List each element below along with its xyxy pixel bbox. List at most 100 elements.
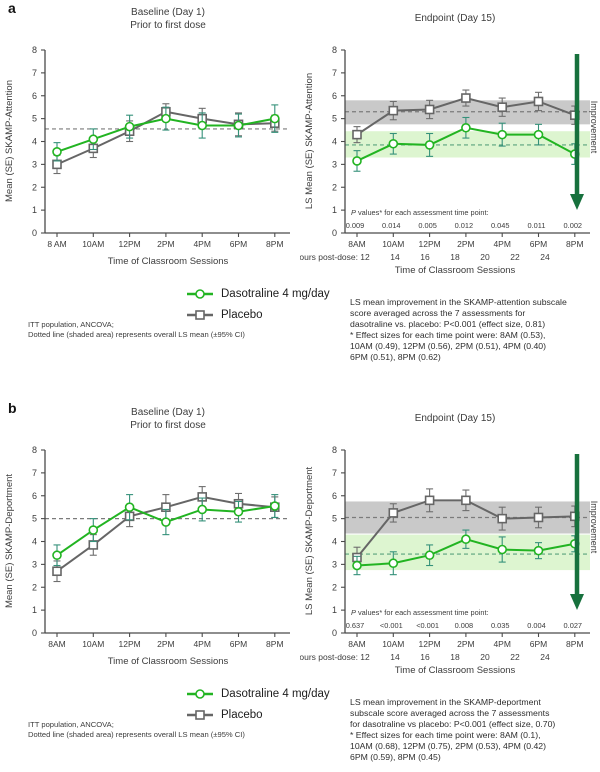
chart-title-line1: Baseline (Day 1) [131,7,205,18]
data-point-circle [52,550,62,561]
legend-item-placebo: Placebo [186,304,330,325]
data-point-circle [88,134,99,145]
svg-text:1: 1 [332,205,337,215]
svg-text:8AM: 8AM [348,239,365,249]
svg-text:2: 2 [332,182,337,192]
data-point-circle [124,121,135,132]
svg-text:8PM: 8PM [266,239,283,249]
svg-text:0.008: 0.008 [455,621,474,630]
results-annotation: LS mean improvement in the SKAMP-attenti… [350,297,567,362]
svg-text:8PM: 8PM [566,239,583,249]
data-point-square [533,512,544,523]
svg-text:2: 2 [332,582,337,592]
svg-text:3: 3 [32,559,37,569]
svg-text:0.004: 0.004 [527,621,546,630]
svg-text:8PM: 8PM [266,639,283,649]
svg-text:0.009: 0.009 [346,221,365,230]
svg-text:4: 4 [332,537,337,547]
legend-label: Placebo [221,708,263,721]
panel-label-b: b [8,400,17,416]
svg-text:8AM: 8AM [48,639,65,649]
panel-label-a: a [8,0,16,16]
svg-text:2PM: 2PM [457,239,474,249]
svg-text:6PM: 6PM [530,639,547,649]
svg-text:12: 12 [360,252,370,262]
improvement-arrowhead-icon [570,594,584,610]
svg-text:LS Mean (SE) SKAMP-Attention: LS Mean (SE) SKAMP-Attention [304,73,315,209]
svg-text:hours post-dose:: hours post-dose: [300,252,358,262]
svg-text:8: 8 [332,45,337,55]
data-point-square [352,129,362,140]
svg-text:6: 6 [332,91,337,101]
legend-item-dasotraline: Dasotraline 4 mg/day [186,283,330,304]
data-point-square [497,102,507,112]
x-axis-title: Time of Classroom Sessions [107,656,229,667]
data-point-circle [497,544,507,555]
svg-text:24: 24 [540,652,550,662]
svg-text:10AM: 10AM [382,239,404,249]
legend-label: Dasotraline 4 mg/day [221,687,330,700]
svg-text:16: 16 [420,252,430,262]
baseline-title-b: Baseline (Day 1) Prior to first dose [48,407,288,432]
svg-text:0.011: 0.011 [528,221,546,230]
svg-text:0: 0 [332,228,337,238]
data-point-circle [388,558,399,569]
svg-text:16: 16 [420,652,430,662]
svg-text:7: 7 [332,68,337,78]
svg-text:5: 5 [32,514,37,524]
footnote: ITT population, ANCOVA; Dotted line (sha… [28,320,245,339]
svg-text:0: 0 [32,228,37,238]
svg-text:6: 6 [332,491,337,501]
svg-text:8AM: 8AM [348,639,365,649]
svg-text:4PM: 4PM [193,239,210,249]
svg-text:Mean (SE) SKAMP-Deportment: Mean (SE) SKAMP-Deportment [4,474,15,608]
data-point-square [497,513,507,524]
svg-text:0.002: 0.002 [564,221,583,230]
chart-title-line1: Baseline (Day 1) [131,407,205,418]
svg-text:0.027: 0.027 [564,621,583,630]
data-point-circle [461,534,471,545]
panel-b: b Baseline (Day 1) Prior to first dose E… [0,400,600,772]
data-point-square [52,159,62,170]
endpoint-title-b: Endpoint (Day 15) [335,413,575,426]
svg-text:<0.001: <0.001 [416,621,439,630]
baseline-chart-a: 0 1 2 3 4 5 6 7 8 8 AM 10AM 12PM 2PM 4PM 6PM 8PM Mean (S… [4,45,290,249]
results-annotation: LS mean improvement in the SKAMP-deportm… [350,697,556,762]
svg-text:20: 20 [480,652,490,662]
svg-text:0.035: 0.035 [491,621,510,630]
chart-title-line1: Endpoint (Day 15) [414,413,496,424]
data-point-circle [533,129,544,140]
svg-text:4: 4 [332,137,337,147]
svg-text:P values* for each assessment: P values* for each assessment time point… [351,608,489,617]
chart-title-line1: Endpoint (Day 15) [414,13,496,24]
data-point-square [388,508,399,518]
svg-text:7: 7 [32,468,37,478]
svg-text:hours post-dose:: hours post-dose: [300,652,358,662]
svg-text:2: 2 [32,182,37,192]
svg-text:Improvement: Improvement [589,101,599,154]
data-point-circle [352,560,362,571]
svg-text:6PM: 6PM [230,239,247,249]
svg-text:5: 5 [332,514,337,524]
data-point-square [52,566,62,577]
svg-text:P values* for each assessment: P values* for each assessment time point… [351,208,489,217]
svg-text:6PM: 6PM [230,639,247,649]
data-point-square [424,495,435,506]
svg-text:18: 18 [450,652,460,662]
svg-text:18: 18 [450,252,460,262]
svg-text:4PM: 4PM [493,239,510,249]
svg-text:2: 2 [32,582,37,592]
svg-text:12PM: 12PM [118,639,140,649]
svg-text:0.014: 0.014 [382,221,401,230]
data-point-circle [269,113,280,124]
svg-text:1: 1 [32,205,37,215]
data-point-circle [352,156,362,166]
svg-text:6: 6 [32,91,37,101]
legend-item-dasotraline: Dasotraline 4 mg/day [186,683,330,704]
data-point-circle [161,517,171,527]
svg-text:10AM: 10AM [82,639,104,649]
data-point-circle [52,146,62,157]
placebo-line-marker-icon [187,309,213,320]
data-point-circle [197,504,207,515]
svg-text:12: 12 [360,652,370,662]
